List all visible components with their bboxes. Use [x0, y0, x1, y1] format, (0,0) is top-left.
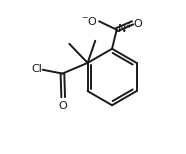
- Text: O: O: [59, 101, 68, 111]
- Text: $\mathregular{{}^{-}}$O: $\mathregular{{}^{-}}$O: [81, 14, 98, 26]
- Text: N$\mathregular{^{+}}$: N$\mathregular{^{+}}$: [117, 20, 133, 36]
- Text: O: O: [133, 19, 142, 29]
- Text: Cl: Cl: [31, 64, 42, 74]
